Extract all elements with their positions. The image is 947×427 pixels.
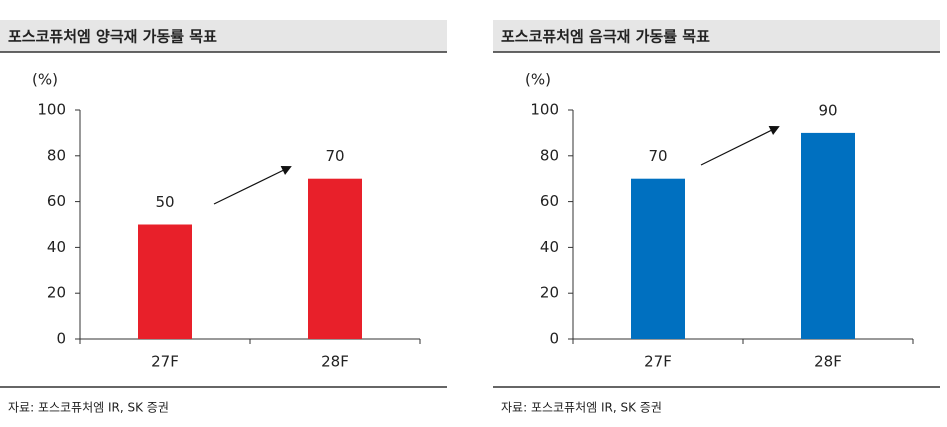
y-axis-label: (%) [32, 71, 58, 89]
x-tick-label: 27F [151, 353, 179, 371]
title-bar [0, 20, 447, 52]
y-tick-label: 100 [530, 101, 559, 119]
y-tick-label: 40 [540, 238, 559, 256]
trend-arrow [700, 126, 780, 166]
y-tick-label: 80 [47, 146, 66, 164]
chart-title: 포스코퓨처엠 양극재 가동률 목표 [8, 28, 217, 46]
value-label: 90 [818, 101, 837, 119]
y-tick-label: 40 [47, 238, 66, 256]
y-tick-label: 100 [37, 101, 66, 119]
chart-title: 포스코퓨처엠 음극재 가동률 목표 [501, 28, 710, 46]
bar [138, 224, 192, 339]
y-tick-label: 80 [540, 146, 559, 164]
trend-arrow [213, 166, 292, 205]
x-tick-label: 28F [814, 353, 842, 371]
value-label: 70 [648, 147, 667, 165]
source-note: 자료: 포스코퓨처엠 IR, SK 증권 [501, 401, 662, 415]
y-tick-label: 60 [540, 192, 559, 210]
y-tick-label: 20 [47, 284, 66, 302]
y-tick-label: 0 [56, 330, 66, 348]
value-label: 70 [325, 147, 344, 165]
y-tick-label: 20 [540, 284, 559, 302]
x-tick-label: 28F [321, 353, 349, 371]
y-tick-label: 60 [47, 192, 66, 210]
y-axis-label: (%) [525, 71, 551, 89]
bar [631, 178, 685, 339]
x-tick-label: 27F [644, 353, 672, 371]
bar [308, 178, 362, 339]
y-tick-label: 0 [549, 330, 559, 348]
bar [801, 132, 855, 339]
source-note: 자료: 포스코퓨처엠 IR, SK 증권 [8, 401, 169, 415]
title-bar [493, 20, 940, 52]
value-label: 50 [155, 193, 174, 211]
